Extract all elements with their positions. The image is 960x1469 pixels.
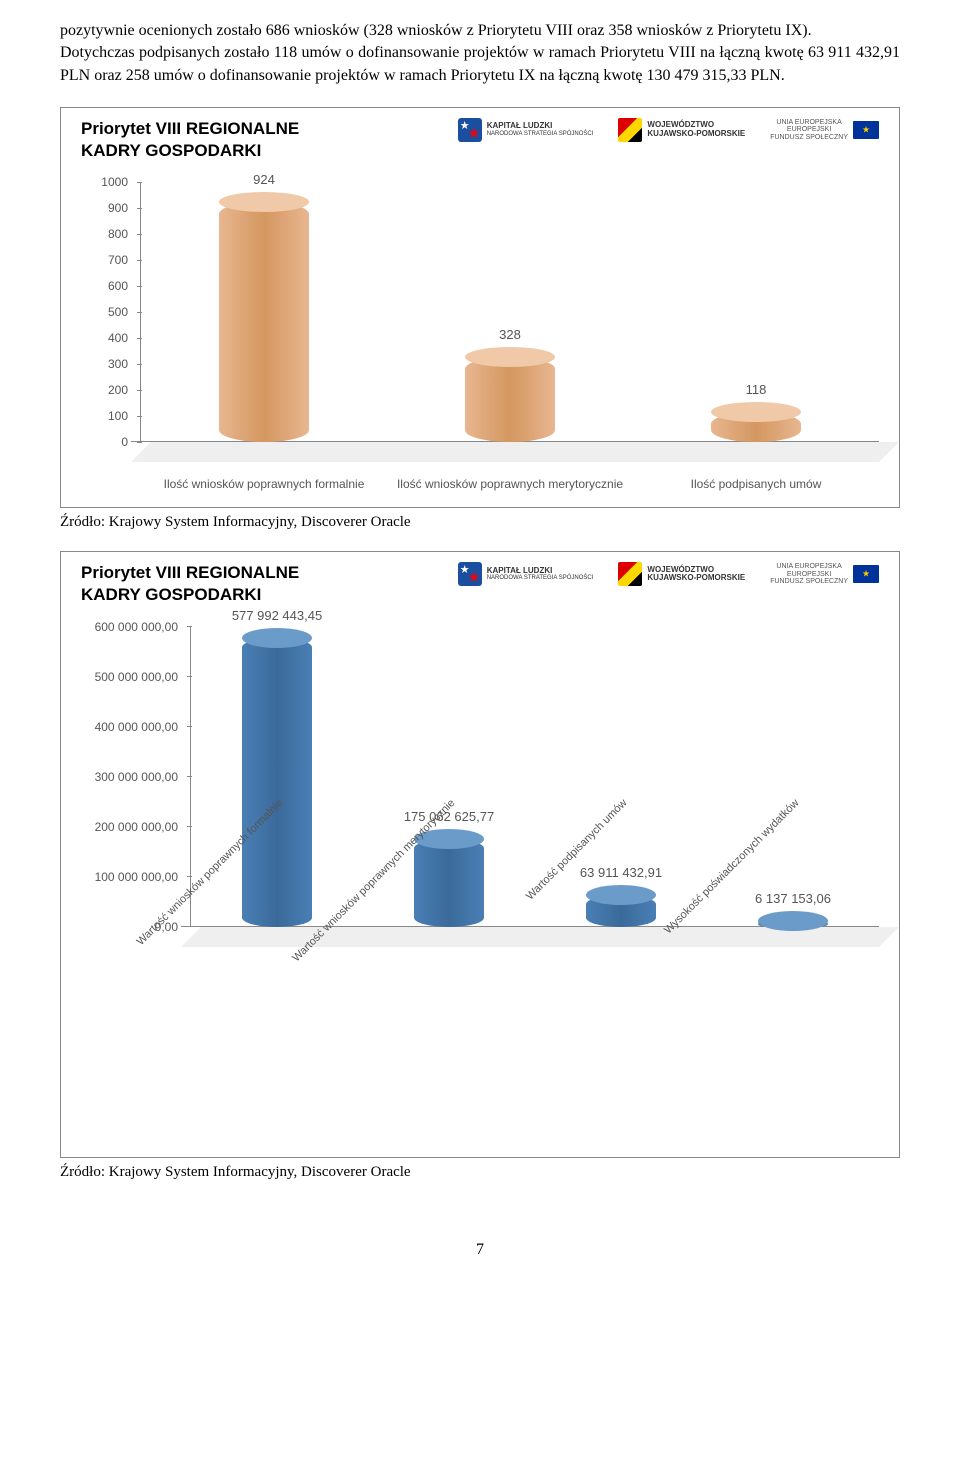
chart1-plot: 01002003004005006007008009001000 9243281… bbox=[141, 182, 879, 482]
kapital-ludzki-logo: KAPITAŁ LUDZKI NARODOWA STRATEGIA SPÓJNO… bbox=[458, 118, 594, 142]
bar-value-label: 577 992 443,45 bbox=[232, 608, 322, 623]
bar: 118 bbox=[711, 412, 801, 443]
y-tick-label: 100 bbox=[108, 409, 128, 423]
chart-logos: KAPITAŁ LUDZKI NARODOWA STRATEGIA SPÓJNO… bbox=[458, 118, 879, 142]
y-tick-label: 400 000 000,00 bbox=[95, 720, 178, 734]
y-tick-label: 500 000 000,00 bbox=[95, 670, 178, 684]
chart2-title: Priorytet VIII REGIONALNEKADRY GOSPODARK… bbox=[81, 562, 299, 606]
y-tick-label: 700 bbox=[108, 253, 128, 267]
y-tick-label: 800 bbox=[108, 227, 128, 241]
page-number: 7 bbox=[60, 1241, 900, 1259]
wojewodztwo-logo: WOJEWÓDZTWOKUJAWSKO-POMORSKIE bbox=[618, 118, 745, 142]
bar: 328 bbox=[465, 357, 555, 442]
chart-logos: KAPITAŁ LUDZKI NARODOWA STRATEGIA SPÓJNO… bbox=[458, 562, 879, 586]
chart1-title: Priorytet VIII REGIONALNEKADRY GOSPODARK… bbox=[81, 118, 299, 162]
bar: 924 bbox=[219, 202, 309, 442]
y-tick-label: 600 bbox=[108, 279, 128, 293]
y-tick-label: 400 bbox=[108, 331, 128, 345]
y-tick-label: 200 000 000,00 bbox=[95, 820, 178, 834]
eu-logo: UNIA EUROPEJSKAEUROPEJSKIFUNDUSZ SPOŁECZ… bbox=[770, 563, 879, 586]
y-tick-label: 900 bbox=[108, 201, 128, 215]
x-axis-label: Ilość wniosków poprawnych formalnie bbox=[141, 477, 387, 493]
chart-1: Priorytet VIII REGIONALNEKADRY GOSPODARK… bbox=[60, 107, 900, 508]
x-axis-label: Wartość podpisanych umów bbox=[524, 797, 629, 902]
bar-value-label: 118 bbox=[746, 382, 767, 397]
wojewodztwo-logo: WOJEWÓDZTWOKUJAWSKO-POMORSKIE bbox=[618, 562, 745, 586]
y-tick-label: 500 bbox=[108, 305, 128, 319]
intro-paragraph: pozytywnie ocenionych zostało 686 wniosk… bbox=[60, 20, 900, 87]
bar-value-label: 328 bbox=[499, 327, 521, 342]
y-tick-label: 200 bbox=[108, 383, 128, 397]
kapital-ludzki-logo: KAPITAŁ LUDZKI NARODOWA STRATEGIA SPÓJNO… bbox=[458, 562, 594, 586]
source-2: Źródło: Krajowy System Informacyjny, Dis… bbox=[60, 1164, 900, 1181]
x-axis-label: Ilość podpisanych umów bbox=[633, 477, 879, 493]
x-axis-label: Ilość wniosków poprawnych merytorycznie bbox=[387, 477, 633, 493]
y-tick-label: 300 bbox=[108, 357, 128, 371]
y-tick-label: 100 000 000,00 bbox=[95, 870, 178, 884]
y-tick-label: 300 000 000,00 bbox=[95, 770, 178, 784]
y-tick-label: 1000 bbox=[101, 175, 128, 189]
source-1: Źródło: Krajowy System Informacyjny, Dis… bbox=[60, 514, 900, 531]
y-tick-label: 0 bbox=[121, 435, 128, 449]
chart-2: Priorytet VIII REGIONALNEKADRY GOSPODARK… bbox=[60, 551, 900, 1157]
chart2-plot: 0,00100 000 000,00200 000 000,00300 000 … bbox=[191, 627, 879, 967]
eu-logo: UNIA EUROPEJSKAEUROPEJSKIFUNDUSZ SPOŁECZ… bbox=[770, 119, 879, 142]
y-tick-label: 600 000 000,00 bbox=[95, 620, 178, 634]
bar-value-label: 924 bbox=[253, 172, 275, 187]
